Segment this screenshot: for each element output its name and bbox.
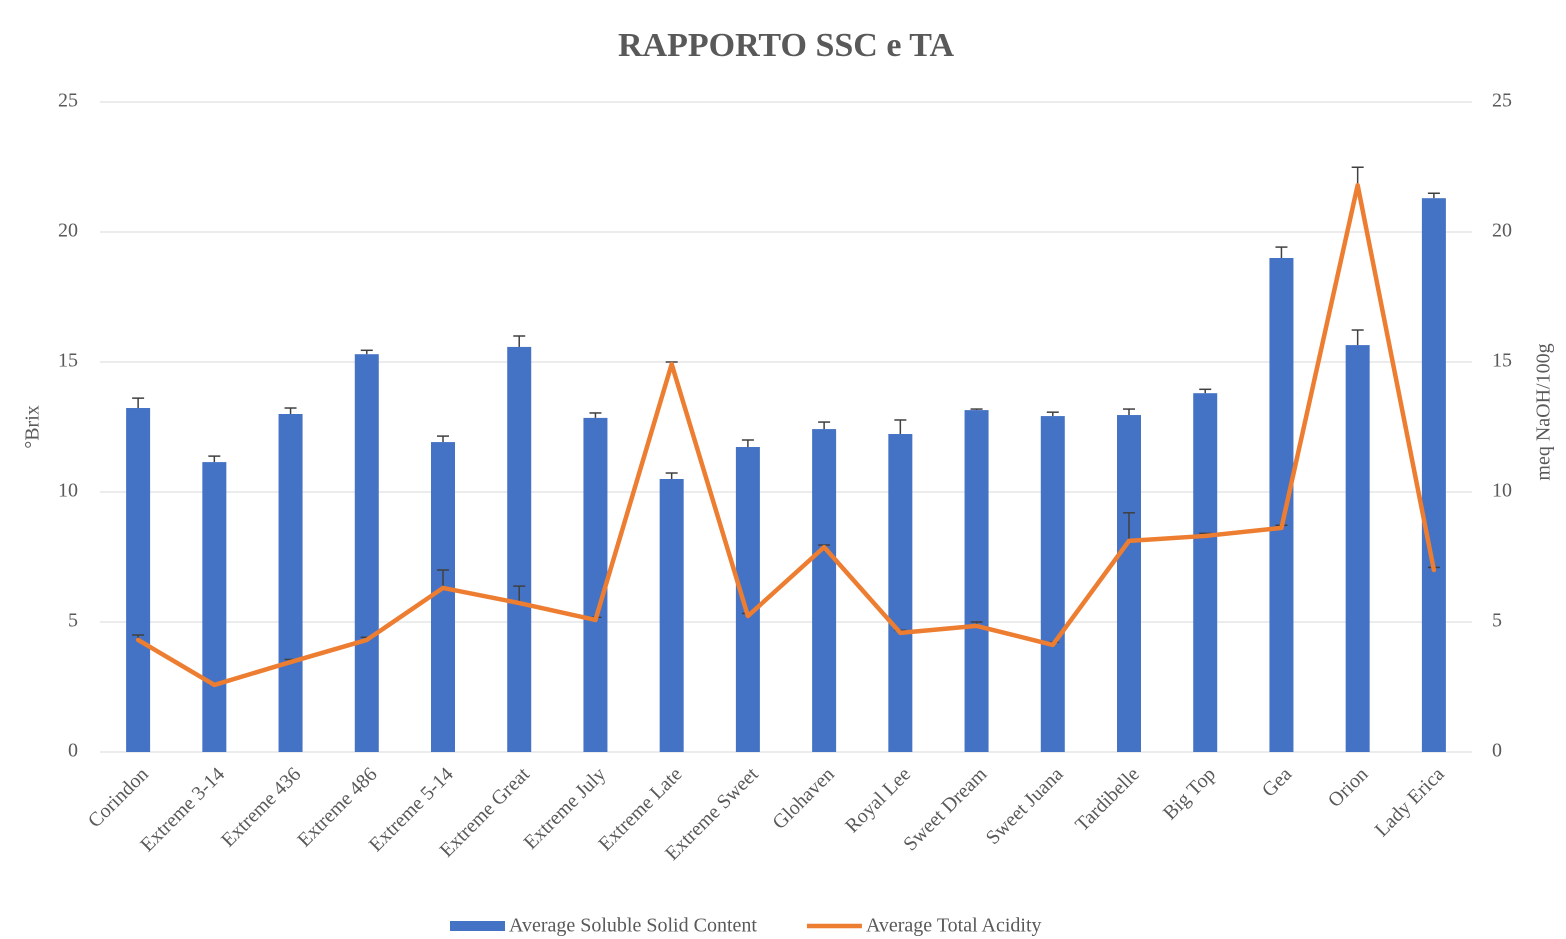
y2-tick-label: 20	[1492, 220, 1512, 242]
bar	[202, 462, 227, 752]
bar	[1193, 393, 1218, 752]
bar	[888, 434, 913, 752]
y-tick-label: 5	[68, 610, 78, 632]
bar	[964, 410, 989, 752]
bar	[431, 442, 455, 752]
x-tick-label: Glohaven	[768, 763, 839, 834]
bar	[1117, 415, 1141, 752]
chart-title: RAPPORTO SSC e TA	[618, 27, 954, 64]
y2-tick-label: 25	[1492, 90, 1512, 112]
bar	[354, 354, 379, 752]
y2-tick-label: 10	[1492, 480, 1512, 502]
x-tick-label: Sweet Juana	[982, 763, 1068, 849]
y-tick-label: 20	[58, 220, 78, 242]
line	[135, 182, 1437, 688]
y-tick-label: 15	[58, 350, 78, 372]
legend-label: Average Soluble Solid Content	[509, 915, 757, 937]
bar	[507, 346, 532, 752]
bar	[735, 447, 760, 752]
x-tick-label: Orion	[1324, 763, 1373, 812]
legend-label: Average Total Acidity	[866, 915, 1042, 937]
y2-tick-label: 15	[1492, 350, 1512, 372]
bar	[1269, 258, 1294, 752]
y2-tick-label: 0	[1492, 740, 1502, 762]
y-axis-title: °Brix	[22, 405, 44, 449]
legend-swatch	[450, 921, 505, 931]
x-tick-label: Royal Lee	[841, 763, 915, 837]
y2-axis-title: meq NaOH/100g	[1533, 343, 1555, 480]
x-tick-label: Extreme 436	[217, 763, 305, 851]
y2-tick-label: 5	[1492, 610, 1502, 632]
y-tick-label: 25	[58, 90, 78, 112]
x-tick-label: Big Top	[1159, 763, 1220, 824]
x-tick-label: Corindon	[84, 763, 153, 832]
bar	[1421, 198, 1446, 752]
bar	[812, 429, 837, 752]
y-tick-label: 10	[58, 480, 78, 502]
bar	[659, 479, 684, 752]
bar	[1345, 345, 1370, 752]
bar	[126, 408, 151, 752]
bar	[278, 414, 303, 752]
x-tick-label: Tardibelle	[1071, 763, 1144, 836]
y-tick-label: 0	[68, 740, 78, 762]
bar	[583, 417, 608, 752]
x-tick-label: Lady Erica	[1371, 763, 1449, 841]
bar	[1040, 416, 1065, 752]
x-tick-label: Gea	[1258, 763, 1296, 801]
